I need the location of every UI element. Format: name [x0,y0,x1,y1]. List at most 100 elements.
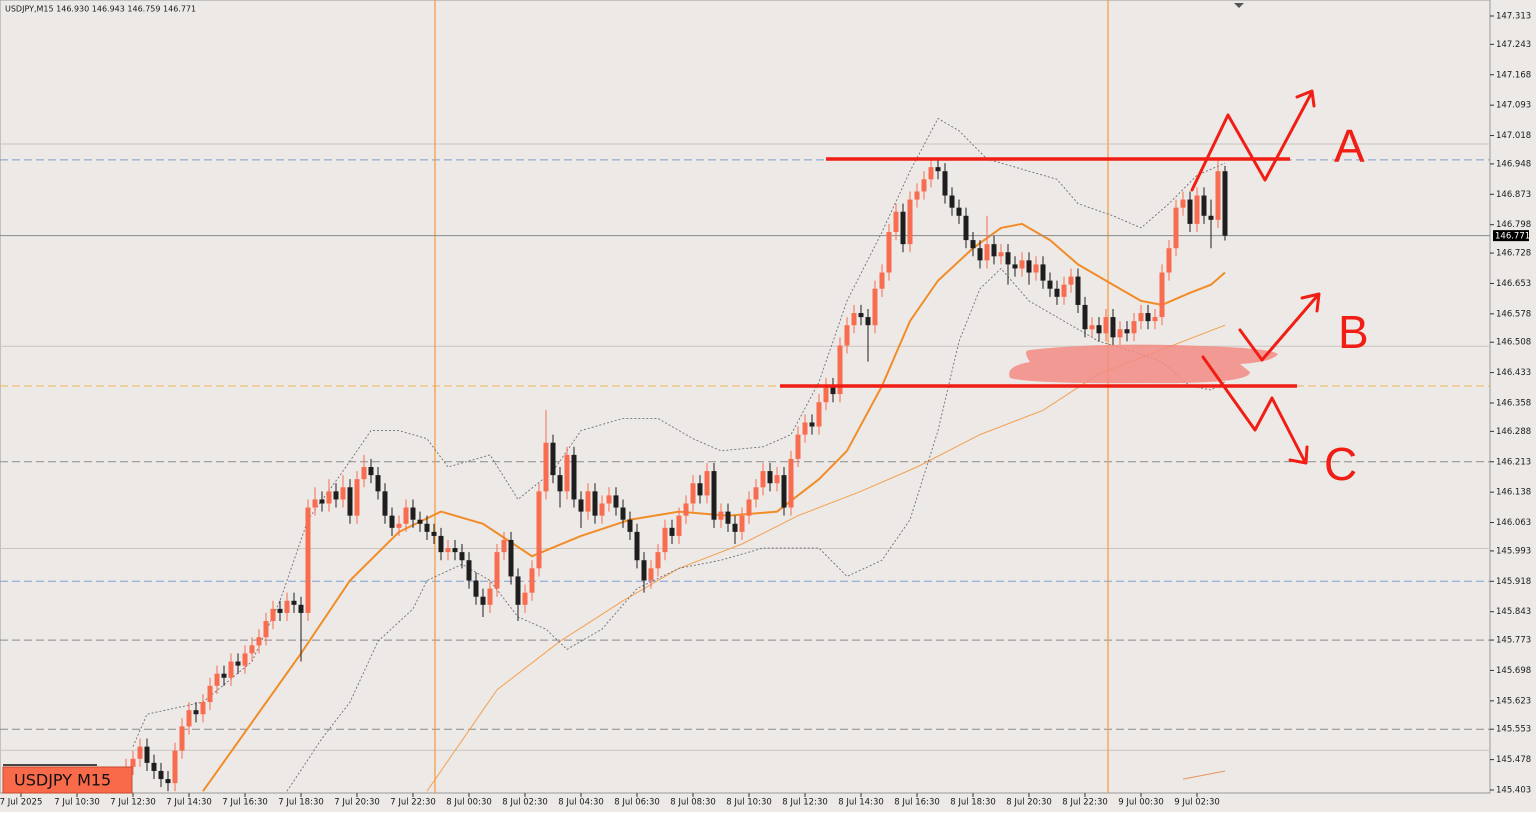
y-tick-label: 145.478 [1496,755,1531,765]
candle-body [354,479,360,516]
y-tick-label: 146.213 [1496,457,1531,467]
candle-body [606,495,612,504]
candle-body [291,600,297,605]
y-tick-label: 146.433 [1496,368,1531,378]
candle-body [1138,313,1144,322]
candle-body [445,548,451,553]
annotation: A [1334,120,1365,172]
y-tick-label: 145.403 [1496,786,1531,796]
candle-body [305,507,311,613]
arrow-a [1190,89,1316,192]
candle-body [228,661,234,678]
candle-body [697,483,703,496]
arrow-c [1201,355,1309,465]
candle-body [389,515,395,528]
candle-body [543,442,549,492]
y-tick-label: 147.168 [1496,70,1531,80]
candle-body [907,199,913,245]
candle-body [508,539,514,577]
candle-body [991,244,997,257]
y-tick-label: 146.873 [1496,190,1531,200]
candle-body [368,467,374,476]
last-price-tag [1493,230,1529,242]
axes: 147.313 147.243 147.168 147.093 147.018 146.9… [0,12,1531,808]
candle-body [767,471,773,484]
candle-body [1159,272,1165,318]
candle-body [585,491,591,512]
candle-body [564,454,570,492]
candle-body [1145,313,1151,322]
candle-body [809,422,815,427]
candle-body [739,515,745,532]
candle-body [165,779,171,784]
candle-body [130,758,136,767]
candle-body [732,523,738,532]
candle-body [1047,280,1053,289]
candle-body [648,568,654,581]
candle-body [1180,199,1186,208]
candle-body [963,215,969,241]
candle-body [410,507,416,520]
x-tick-label: 8 Jul 00:30 [446,798,492,808]
y-tick-label: 146.653 [1496,279,1531,289]
candle-body [774,475,780,484]
y-tick-label: 147.243 [1496,40,1531,50]
candle-body [928,167,934,180]
candle-body [326,491,332,504]
candle-body [1019,260,1025,269]
y-tick-label: 147.093 [1496,101,1531,111]
x-tick-label: 8 Jul 16:30 [894,798,940,808]
candle-body [998,252,1004,257]
overlay-line [1182,770,1226,780]
candle-body [382,491,388,516]
x-tick-label: 8 Jul 08:30 [670,798,716,808]
y-tick-label: 147.018 [1496,131,1531,141]
candle-body [1054,288,1060,297]
candle-body [179,726,185,751]
candle-body [1026,260,1032,273]
candle-body [1082,304,1088,330]
candle-body [1194,195,1200,224]
candle-body [396,523,402,528]
candle-body [725,511,731,524]
x-tick-label: 9 Jul 02:30 [1174,798,1220,808]
candle-body [172,750,178,784]
x-tick-label: 9 Jul 00:30 [1118,798,1164,808]
y-tick-label: 146.508 [1496,338,1531,348]
x-tick-label: 7 Jul 18:30 [278,798,324,808]
y-tick-label: 146.063 [1496,518,1531,528]
x-tick-label: 8 Jul 02:30 [502,798,548,808]
x-tick-label: 7 Jul 12:30 [110,798,156,808]
candle-body [1012,264,1018,269]
candle-body [200,702,206,715]
candle-body [641,560,647,581]
candle-body [1208,215,1214,220]
x-tick-label: 7 Jul 16:30 [222,798,268,808]
candle-body [529,568,535,593]
x-tick-label: 8 Jul 14:30 [838,798,884,808]
candle-body [193,710,199,715]
x-tick-label: 8 Jul 18:30 [950,798,996,808]
y-tick-label: 145.993 [1496,546,1531,556]
candle-body [522,592,528,605]
candle-body [494,552,500,589]
y-tick-label: 147.313 [1496,12,1531,22]
candle-body [1033,264,1039,273]
candle-body [347,487,353,516]
x-tick-label: 8 Jul 20:30 [1006,798,1052,808]
candle-body [249,645,255,654]
y-tick-label: 146.948 [1496,159,1531,169]
candle-body [459,552,465,561]
y-tick-label: 146.358 [1496,399,1531,409]
candle-body [1117,329,1123,338]
candle-body [515,576,521,605]
candle-body [186,710,192,727]
candle-body [844,325,850,346]
candle-body [886,231,892,273]
candle-body [333,491,339,500]
candle-body [634,531,640,561]
y-tick-label: 145.623 [1496,696,1531,706]
candle-body [760,471,766,488]
candle-body [137,746,143,759]
